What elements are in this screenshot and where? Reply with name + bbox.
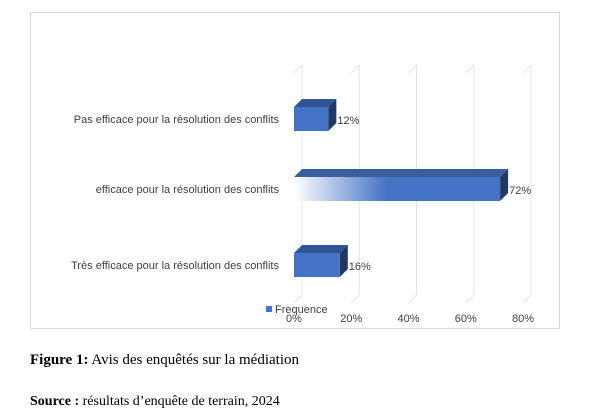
source-text: résultats d’enquête de terrain, 2024 [79,394,280,409]
gridline-top [293,64,303,74]
legend-label: Frequence [275,304,328,316]
category-label: Très efficace pour la résolution des con… [71,260,279,272]
gridline-top [522,64,532,74]
gridline-floor [465,294,475,304]
bar-side [500,169,509,201]
bar-top [294,99,337,107]
figure-caption: Figure 1: Avis des enquêtés sur la média… [30,352,299,369]
bar-chart: 0% 20% 40% 60% 80% Très efficace pour la réso… [71,64,534,325]
bar-side [339,245,348,277]
chart-area: 0% 20% 40% 60% 80% Très efficace pour la réso… [30,12,560,329]
x-tick-label: 20% [340,313,362,325]
gridline-top [465,64,475,74]
gridline-floor [408,294,417,304]
data-label: 12% [337,115,359,127]
x-tick-label: 60% [455,313,477,325]
category-label: Pas efficace pour la résolution des conf… [74,114,280,126]
gridline-floor [350,294,360,304]
bar [294,177,501,201]
x-tick-label: 0% [286,313,302,325]
bar-side [328,99,337,131]
data-label: 72% [509,185,531,197]
caption-label: Figure 1: [30,352,89,368]
bar [294,107,329,131]
bar-top [294,245,348,253]
bar-top [294,169,509,177]
gridline-floor [293,294,303,304]
gridline-top [350,64,360,74]
x-tick-label: 40% [397,313,419,325]
gridline-floor [522,294,532,304]
x-tick-label: 80% [512,313,534,325]
category-label: efficace pour la résolution des conflits [96,184,280,196]
gridline-top [408,64,417,74]
data-label: 16% [349,261,371,273]
source-label: Source : [30,394,80,409]
legend-swatch [266,306,272,312]
caption-text: Avis des enquêtés sur la médiation [88,352,299,368]
source-note: Source : résultats d’enquête de terrain,… [30,394,280,410]
bar [294,253,340,277]
